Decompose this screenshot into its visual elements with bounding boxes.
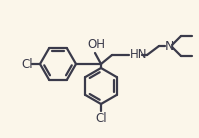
Text: Cl: Cl <box>21 58 33 71</box>
Text: OH: OH <box>87 38 105 51</box>
Text: HN: HN <box>130 48 147 62</box>
Text: N: N <box>164 39 174 52</box>
Text: Cl: Cl <box>95 112 107 124</box>
